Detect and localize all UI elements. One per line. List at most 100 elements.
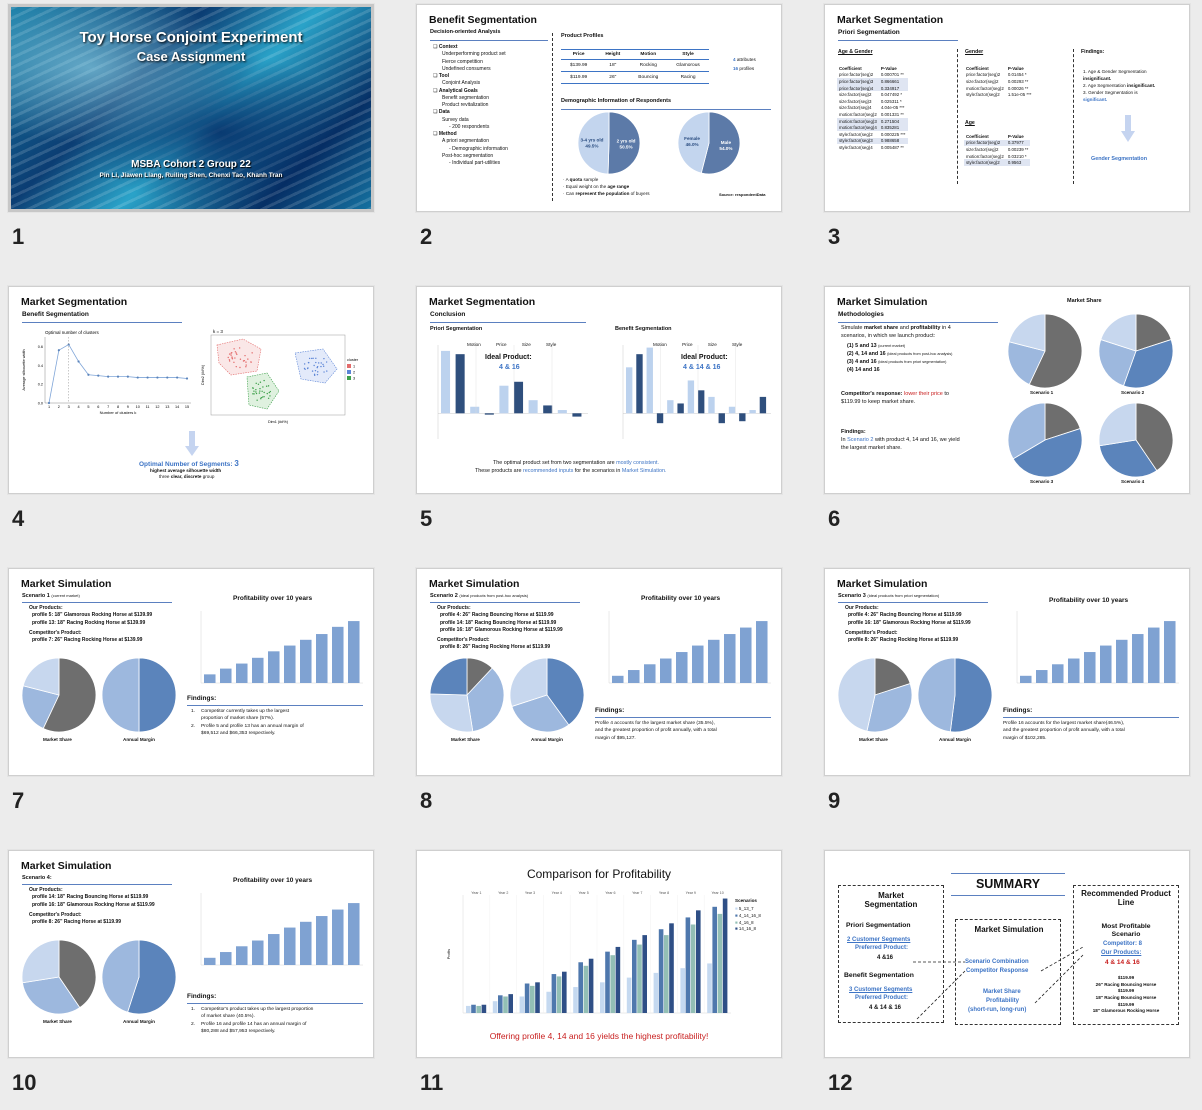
outline-item: Benefit segmentation [433, 95, 508, 102]
cluster-point [316, 373, 319, 376]
utility-bar [759, 396, 767, 414]
cluster-point [260, 397, 262, 400]
cluster-point [267, 385, 270, 387]
annual-margin-label: Annual Margin [939, 737, 971, 742]
profit-bar [680, 968, 685, 1013]
table-row: $139.99 18" Rocking Glamorous [561, 59, 709, 72]
product-line-item: 26" Racing Bouncing Horse [1095, 981, 1157, 987]
data-point [47, 401, 51, 405]
profit-bar [690, 924, 696, 1013]
slide-thumbnail-5[interactable]: Market Segmentation Conclusion Priori Se… [416, 286, 782, 494]
cluster-point [322, 363, 324, 366]
priori-utility-bar-chart [437, 345, 588, 439]
year-label: Year 9 [686, 891, 696, 895]
slide-thumbnail-8[interactable]: Market Simulation Scenario 2 (ideal produ… [416, 568, 782, 776]
y-axis-label: Dim2 (##%) [201, 364, 205, 385]
pie-slice [607, 111, 641, 175]
findings-text: Profile 4 accounts for the largest marke… [595, 720, 717, 742]
slide-thumbnail-3[interactable]: Market Segmentation Priori Segmentation … [824, 4, 1190, 212]
table-cell: Racing [667, 71, 709, 84]
outline-heading-text: Analytical Goals [438, 87, 478, 94]
table-row: style:factor(seg)4 0.005487 ** [837, 144, 908, 151]
slide-thumbnail-9[interactable]: Market Simulation Scenario 3 (ideal produ… [824, 568, 1190, 776]
cover-title: Toy Horse Conjoint Experiment [79, 29, 303, 46]
legend-swatch: ■ [735, 906, 739, 911]
x-tick-label: 7 [107, 405, 109, 409]
utility-bar [441, 350, 451, 414]
optimal-segments: Optimal Number of Segments: 3 [139, 459, 239, 468]
dash: - [449, 160, 453, 166]
product-line: profile 14: 18" Racing Bouncing Horse at… [32, 894, 149, 901]
chart-title: Profitability over 10 years [1049, 597, 1129, 604]
data-point [57, 349, 60, 352]
divider [1073, 49, 1074, 184]
scenario-underline [22, 884, 172, 885]
slide-thumbnail-12[interactable]: SUMMARY Market Segmentation Priori Segme… [824, 850, 1190, 1058]
slide-thumbnail-10[interactable]: Market Simulation Scenario 4: Our Product… [8, 850, 374, 1058]
findings-line: proportion of market share (57%). [187, 715, 304, 722]
profit-bar-chart [200, 893, 363, 966]
profit-bar-chart [1016, 611, 1179, 684]
profit-bar [1148, 627, 1160, 683]
pie-slice [21, 939, 60, 984]
market-share-label: Market Share [43, 737, 72, 742]
legend-swatch [347, 376, 351, 380]
slide-thumbnail-11[interactable]: Comparison for Profitability Profits Year… [416, 850, 782, 1058]
slide-thumbnail-4[interactable]: Market Segmentation Benefit Segmentation… [8, 286, 374, 494]
slide-number-3: 3 [828, 224, 841, 249]
y-axis-label: Average silhouette width [22, 349, 26, 390]
table-cell: price:factor(seg)2 [964, 139, 1006, 147]
profit-bar [300, 921, 312, 965]
divider [552, 33, 553, 201]
slide-thumbnail-1[interactable]: Toy Horse Conjoint Experiment Case Assig… [8, 4, 374, 212]
table-cell: 0.025311 * [880, 98, 902, 104]
slide-thumbnail-7[interactable]: Market Simulation Scenario 1 (current mar… [8, 568, 374, 776]
cluster-point [303, 363, 306, 365]
intro-line-1: Simulate market share and profitability … [841, 325, 951, 331]
outline-heading: ❏ Data [433, 109, 508, 116]
utility-bar [636, 354, 643, 414]
year-label: Year 7 [632, 891, 642, 895]
table-cell: 0.01454 * [1007, 72, 1027, 78]
data-point [67, 343, 70, 346]
cluster-point [245, 366, 247, 368]
data-point [87, 373, 90, 376]
col3-ours: Our Products: [1101, 950, 1142, 956]
scenario-products: 14 and 16 [855, 367, 880, 374]
findings-underline [595, 717, 771, 718]
cluster-scatter-plot: k = 3 cluster 1 2 3 Dim1 (##%) Dim2 (##%) [201, 329, 359, 424]
market-share-pie [429, 657, 505, 733]
scenario-legend: ■ 5_13_7 ■ 4_14_16_8 ■ 4_16_8 ■ 14_16_8 [735, 906, 761, 933]
our-products-label: Our Products: [437, 605, 471, 611]
scenario-3-pie [1007, 402, 1083, 478]
scenario-name: Scenario 4: [22, 875, 52, 881]
ideal-product-right-value: 4 & 14 & 16 [683, 364, 721, 371]
cluster-point [230, 354, 232, 356]
competitor-product: profile 8: 26" Racing Rocking Horse at $… [848, 637, 959, 643]
slide-thumbnail-2[interactable]: Benefit Segmentation Decision-oriented A… [416, 4, 782, 212]
slide-title: Market Simulation [837, 296, 928, 308]
scenario-name: Scenario 2 [430, 593, 460, 599]
slide-thumbnail-6[interactable]: Market Simulation Methodologies Simulate… [824, 286, 1190, 494]
findings-text: Profile 16 accounts for the largest mark… [1003, 720, 1125, 742]
outline-heading: ❏ Method [433, 131, 508, 138]
pie-slice [58, 939, 97, 1009]
annual-margin-label: Annual Margin [123, 737, 155, 742]
dash: - [449, 145, 453, 152]
findings-label: Findings: [1081, 49, 1105, 55]
cluster-point [247, 358, 249, 360]
profit-bar [583, 965, 589, 1013]
gender-coef-table: Coefficient P-Value price:factor(seg)2 0.01… [964, 65, 1034, 98]
heading-underline [561, 109, 771, 110]
col2-d: Profitability [986, 998, 1020, 1004]
subtitle-underline [838, 322, 998, 323]
table-header: P-Value [1007, 65, 1024, 71]
scenario-note: (ideal products from post-hoc analysis) [887, 352, 953, 357]
findings-underline [187, 705, 363, 706]
pie-slice [700, 111, 741, 175]
scenario-products: 4, 14 and 16 [855, 351, 888, 358]
slide-number-1: 1 [12, 224, 25, 249]
legend-item: ■ 4_16_8 [735, 920, 761, 927]
